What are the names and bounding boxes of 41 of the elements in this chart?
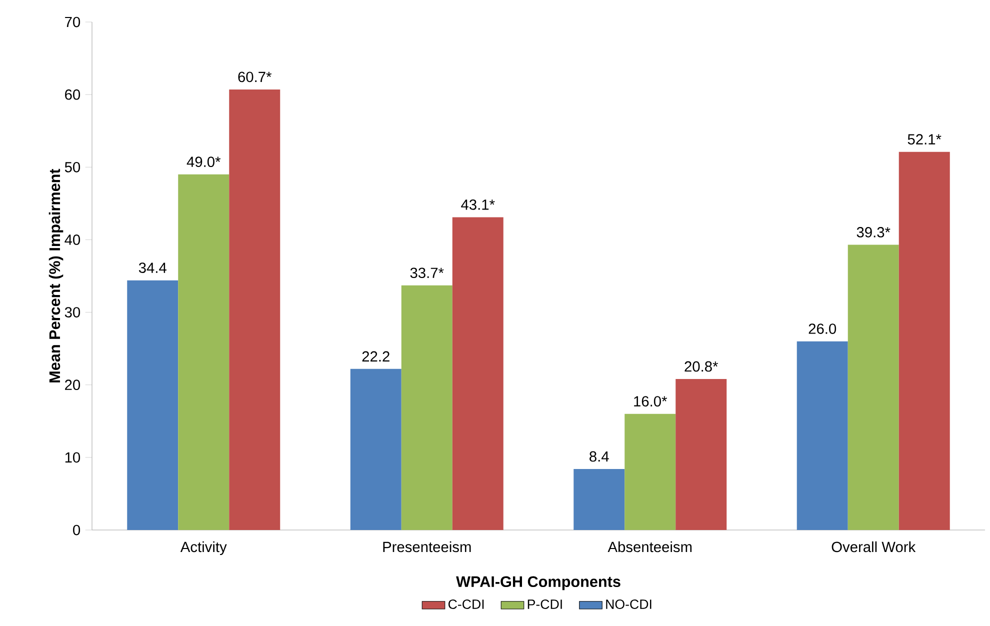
data-label: 39.3* (856, 227, 890, 238)
data-label: 8.4 (590, 451, 609, 462)
data-label: 16.0* (634, 396, 668, 407)
x-axis-title: WPAI-GH Components (456, 576, 620, 590)
bar (624, 414, 676, 530)
data-label: 20.8* (684, 361, 718, 372)
legend-label: C-CDI (448, 600, 484, 609)
bar (178, 174, 230, 530)
bar (574, 469, 625, 530)
y-tick-label: 40 (64, 234, 80, 245)
x-tick-label: Absenteeism (608, 541, 692, 552)
bar (350, 368, 402, 530)
bar (848, 244, 899, 530)
y-tick-label: 50 (64, 162, 80, 172)
data-label: 33.7* (410, 268, 444, 278)
data-label: 43.1* (461, 199, 495, 210)
data-label: 34.4 (138, 262, 166, 273)
x-tick-label: Presenteeism (383, 541, 471, 552)
bar (452, 217, 504, 530)
y-tick-label: 0 (73, 524, 80, 536)
bar (898, 152, 950, 530)
bar (401, 285, 452, 530)
data-label: 60.7* (238, 72, 272, 82)
bar (796, 341, 848, 530)
x-tick-label: Activity (180, 541, 227, 556)
y-tick-label: 20 (65, 380, 80, 390)
data-label: 22.2 (362, 351, 390, 362)
bar (676, 379, 727, 530)
y-tick-label: 60 (65, 89, 80, 100)
data-label: 26.0 (808, 324, 836, 334)
legend-label: NO-CDI (606, 600, 652, 609)
y-tick-label: 30 (64, 307, 80, 318)
y-axis-title: Mean Percent (%) Impairment (48, 168, 64, 382)
x-tick-label: Overall Work (832, 541, 916, 552)
legend-label: P-CDI (528, 600, 562, 609)
y-tick-label: 70 (65, 16, 80, 28)
data-label: 52.1* (908, 134, 942, 145)
bar (229, 89, 280, 530)
data-label: 49.0* (186, 156, 221, 168)
y-tick-label: 10 (65, 452, 80, 463)
bar (127, 280, 178, 530)
